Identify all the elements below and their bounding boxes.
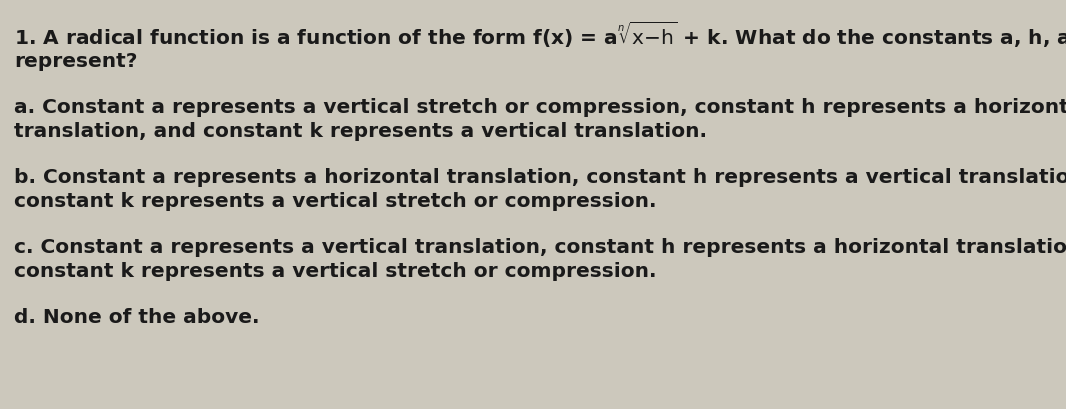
Text: 1. A radical function is a function of the form f(x) = a$\sqrt[n]{\mathrm{x{-}h}: 1. A radical function is a function of t… bbox=[14, 20, 1066, 50]
Text: a. Constant a represents a vertical stretch or compression, constant h represent: a. Constant a represents a vertical stre… bbox=[14, 98, 1066, 117]
Text: constant k represents a vertical stretch or compression.: constant k represents a vertical stretch… bbox=[14, 192, 657, 211]
Text: c. Constant a represents a vertical translation, constant h represents a horizon: c. Constant a represents a vertical tran… bbox=[14, 238, 1066, 257]
Text: translation, and constant k represents a vertical translation.: translation, and constant k represents a… bbox=[14, 122, 707, 141]
Text: b. Constant a represents a horizontal translation, constant h represents a verti: b. Constant a represents a horizontal tr… bbox=[14, 168, 1066, 187]
Text: d. None of the above.: d. None of the above. bbox=[14, 308, 259, 327]
Text: constant k represents a vertical stretch or compression.: constant k represents a vertical stretch… bbox=[14, 262, 657, 281]
Text: represent?: represent? bbox=[14, 52, 138, 71]
